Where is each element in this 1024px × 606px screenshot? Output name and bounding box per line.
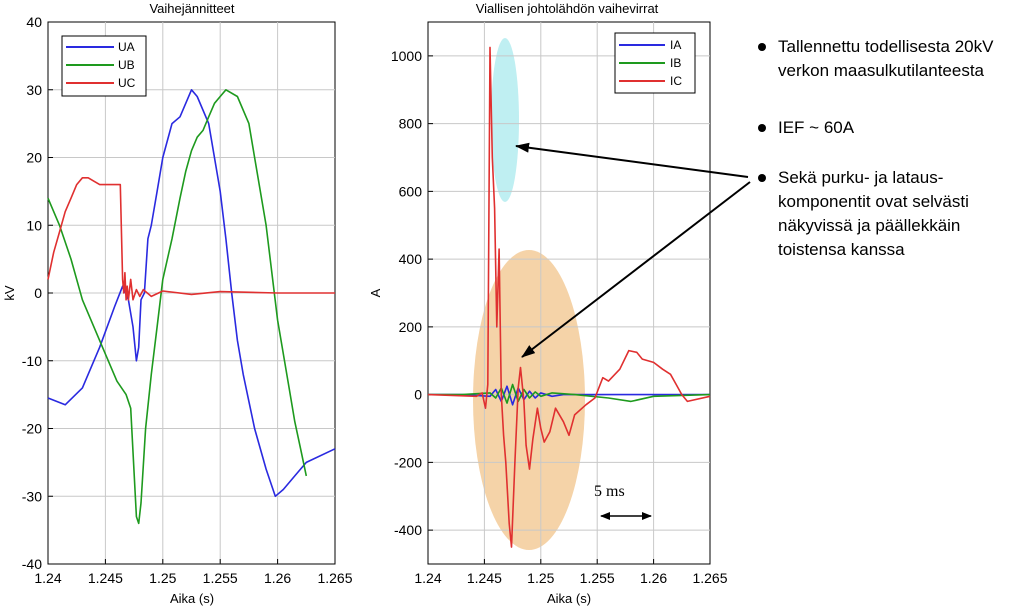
pointer-arrow-lower xyxy=(521,181,751,358)
x-tick-label: 1.245 xyxy=(467,570,502,586)
note-bullet-2 xyxy=(758,124,766,132)
series-line-ib xyxy=(428,383,711,404)
x-tick-label: 1.25 xyxy=(149,570,176,586)
orange-highlight-ellipse xyxy=(473,250,585,550)
note-components-line-2: komponentit ovat selvästi xyxy=(778,192,969,211)
note-recorded-line-1: Tallennettu todellisesta 20kV xyxy=(778,37,994,56)
x-tick-label: 1.26 xyxy=(264,570,291,586)
current-chart: Viallisen johtolähdön vaihevirrat 1.24 1.… xyxy=(368,1,728,606)
series-line-uc xyxy=(47,177,335,301)
five-ms-annotation: 5 ms xyxy=(594,483,652,520)
note-ief-line-1: IEF ~ 60A xyxy=(778,118,855,137)
x-tick-label: 1.255 xyxy=(580,570,615,586)
x-tick-label: 1.255 xyxy=(203,570,238,586)
y-tick-label: -10 xyxy=(22,353,42,369)
legend-label-uc: UC xyxy=(118,76,136,90)
y-tick-label: -20 xyxy=(22,421,42,437)
voltage-ticks: 1.24 1.245 1.25 1.255 1.26 1.265 40 30 20 10 0 -10 -… xyxy=(22,14,353,586)
y-tick-label: -30 xyxy=(22,488,42,504)
voltage-chart: Vaihejännitteet 1.24 1.245 1.25 1.255 1.26 1.… xyxy=(2,1,353,606)
note-bullet-1 xyxy=(758,43,766,51)
series-line-ic xyxy=(427,46,711,548)
voltage-chart-title: Vaihejännitteet xyxy=(149,1,234,16)
note-bullet-3 xyxy=(758,174,766,182)
x-tick-label: 1.265 xyxy=(317,570,352,586)
current-xlabel: Aika (s) xyxy=(547,591,591,606)
legend-label-ub: UB xyxy=(118,58,135,72)
voltage-series xyxy=(47,89,336,525)
legend-label-ia: IA xyxy=(670,38,681,52)
y-tick-label: 0 xyxy=(34,285,42,301)
y-tick-label: 30 xyxy=(26,82,42,98)
voltage-xlabel: Aika (s) xyxy=(170,591,214,606)
x-tick-label: 1.245 xyxy=(88,570,123,586)
y-tick-label: 10 xyxy=(26,217,42,233)
y-tick-label: 600 xyxy=(399,183,423,199)
y-tick-label: 400 xyxy=(399,251,423,267)
voltage-grid xyxy=(48,22,335,564)
note-components-line-1: Sekä purku- ja lataus- xyxy=(778,168,944,187)
x-tick-label: 1.265 xyxy=(692,570,727,586)
note-recorded-line-2: verkon maasulkutilanteesta xyxy=(778,61,985,80)
voltage-legend: UA UB UC xyxy=(61,35,147,97)
y-tick-label: 800 xyxy=(399,116,423,132)
y-tick-label: -400 xyxy=(394,522,422,538)
y-tick-label: 0 xyxy=(414,387,422,403)
y-tick-label: 200 xyxy=(399,319,423,335)
current-legend: IA IB IC xyxy=(614,32,696,94)
x-tick-label: 1.24 xyxy=(414,570,441,586)
x-tick-label: 1.26 xyxy=(640,570,667,586)
legend-label-ic: IC xyxy=(670,74,682,88)
legend-label-ua: UA xyxy=(118,40,135,54)
y-tick-label: 40 xyxy=(26,14,42,30)
note-components: Sekä purku- ja lataus- komponentit ovat … xyxy=(778,166,969,262)
current-ticks: 1.24 1.245 1.25 1.255 1.26 1.265 1000 800 600 400… xyxy=(391,48,728,586)
y-tick-label: -200 xyxy=(394,454,422,470)
y-tick-label: 20 xyxy=(26,150,42,166)
series-line-ub xyxy=(47,89,308,525)
note-ief: IEF ~ 60A xyxy=(778,116,854,140)
voltage-ylabel: kV xyxy=(2,285,17,301)
y-tick-label: 1000 xyxy=(391,48,422,64)
current-series xyxy=(427,46,711,548)
x-tick-label: 1.24 xyxy=(34,570,61,586)
current-ylabel: A xyxy=(368,288,383,297)
x-tick-label: 1.25 xyxy=(527,570,554,586)
pointer-arrow-upper xyxy=(515,142,749,178)
note-components-line-3: näkyvissä ja päällekkäin xyxy=(778,216,961,235)
note-components-line-4: toistensa kanssa xyxy=(778,240,905,259)
cyan-highlight-ellipse xyxy=(491,38,519,202)
legend-label-ib: IB xyxy=(670,56,681,70)
five-ms-label: 5 ms xyxy=(594,483,625,500)
current-chart-title: Viallisen johtolähdön vaihevirrat xyxy=(476,1,659,16)
y-tick-label: -40 xyxy=(22,556,42,572)
note-recorded: Tallennettu todellisesta 20kV verkon maa… xyxy=(778,35,993,83)
